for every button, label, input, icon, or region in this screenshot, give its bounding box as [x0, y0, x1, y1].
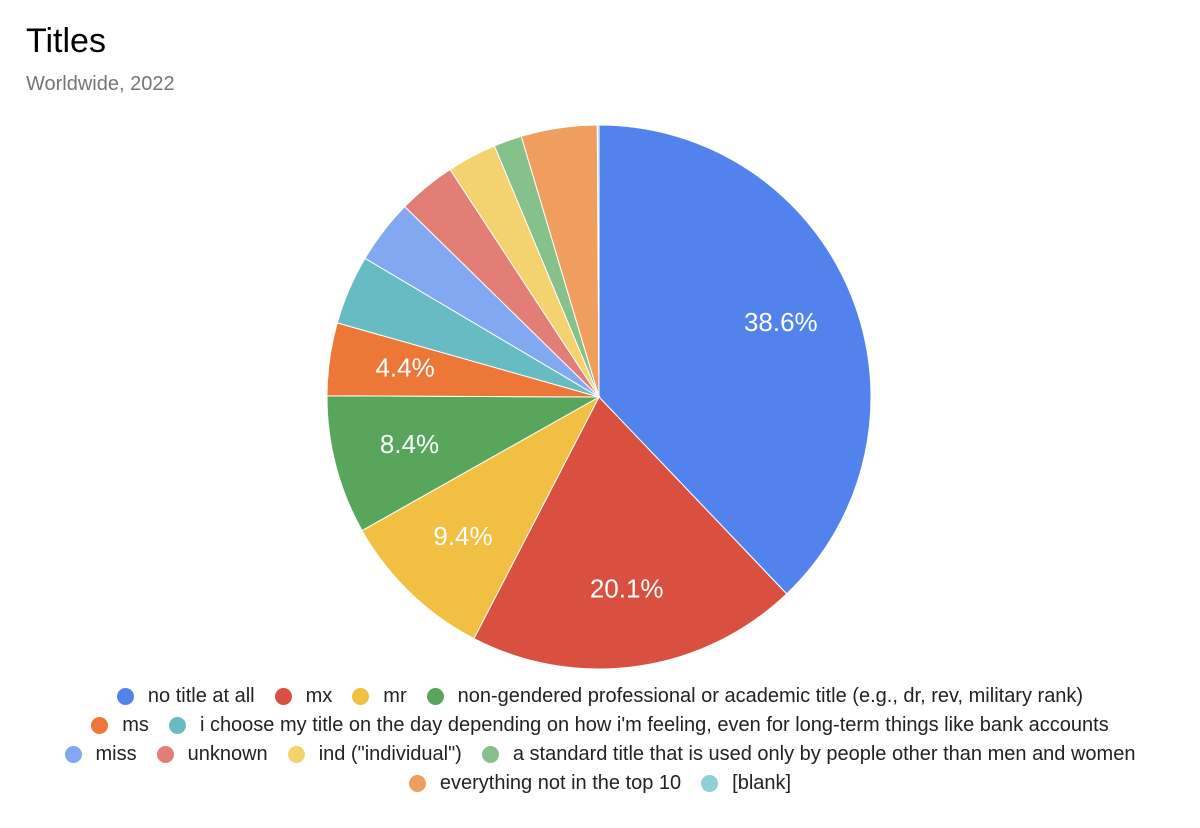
pie-slice-non-gendered-professional-or-academic-ti[interactable]	[326, 395, 601, 532]
slice-value-label: 8.4%	[380, 429, 439, 459]
legend-marker	[701, 775, 719, 792]
legend-marker	[116, 688, 134, 705]
chart-subtitle: Worldwide, 2022	[26, 73, 175, 95]
legend-marker	[481, 746, 499, 763]
legend-marker	[287, 746, 305, 763]
legend-item-i-choose[interactable]: i choose my title on the day depending o…	[168, 714, 1109, 737]
legend-label: no title at all	[147, 685, 255, 707]
legend-row: ms i choose my title on the day dependin…	[0, 711, 1200, 740]
legend-item-unknown[interactable]: unknown	[156, 743, 268, 766]
slice-value-label: 9.4%	[433, 521, 492, 551]
legend-label: [blank]	[732, 772, 792, 794]
legend-item-blank[interactable]: [blank]	[701, 772, 791, 795]
legend-label: miss	[95, 743, 137, 765]
legend-marker	[91, 717, 109, 734]
legend-item-everything-else[interactable]: everything not in the top 10	[408, 772, 682, 795]
pie-slice-no-title-at-all[interactable]	[598, 124, 872, 595]
legend-item-ind[interactable]: ind ("individual")	[287, 743, 462, 766]
legend-row: everything not in the top 10 [blank]	[0, 769, 1200, 798]
chart-title: Titles	[26, 22, 106, 60]
legend-item-miss[interactable]: miss	[64, 743, 137, 766]
legend: no title at all mx mr non-gendered profe…	[0, 682, 1200, 798]
legend-marker	[426, 688, 444, 705]
legend-label: ind ("individual")	[318, 743, 462, 765]
legend-item-no-title[interactable]: no title at all	[116, 685, 255, 708]
slice-value-label: 38.6%	[744, 307, 818, 337]
pie-chart: 38.6% 20.1% 9.4% 8.4% 4.4%	[326, 124, 872, 670]
legend-item-ms[interactable]: ms	[91, 714, 149, 737]
legend-label: non-gendered professional or academic ti…	[457, 685, 1084, 707]
legend-label: a standard title that is used only by pe…	[512, 743, 1136, 765]
legend-label: everything not in the top 10	[439, 772, 682, 794]
slice-value-label: 4.4%	[375, 352, 434, 382]
legend-label: mx	[305, 685, 333, 707]
legend-marker	[168, 717, 186, 734]
legend-marker	[274, 688, 292, 705]
pie-slice-mx[interactable]	[473, 396, 788, 670]
legend-marker	[156, 746, 174, 763]
pie-slice-blank[interactable]	[596, 124, 600, 398]
legend-marker	[352, 688, 370, 705]
legend-label: mr	[383, 685, 407, 707]
legend-row: miss unknown ind ("individual") a standa…	[0, 740, 1200, 769]
legend-marker	[408, 775, 426, 792]
legend-row: no title at all mx mr non-gendered profe…	[0, 682, 1200, 711]
legend-marker	[64, 746, 82, 763]
legend-label: ms	[122, 714, 149, 736]
slice-value-label: 20.1%	[590, 574, 664, 604]
legend-label: unknown	[187, 743, 268, 765]
legend-label: i choose my title on the day depending o…	[199, 714, 1109, 736]
legend-item-mx[interactable]: mx	[274, 685, 333, 708]
legend-item-standard-title[interactable]: a standard title that is used only by pe…	[481, 743, 1136, 766]
legend-item-non-gendered[interactable]: non-gendered professional or academic ti…	[426, 685, 1084, 708]
pie-slice-mr[interactable]	[361, 395, 601, 640]
legend-item-mr[interactable]: mr	[352, 685, 407, 708]
